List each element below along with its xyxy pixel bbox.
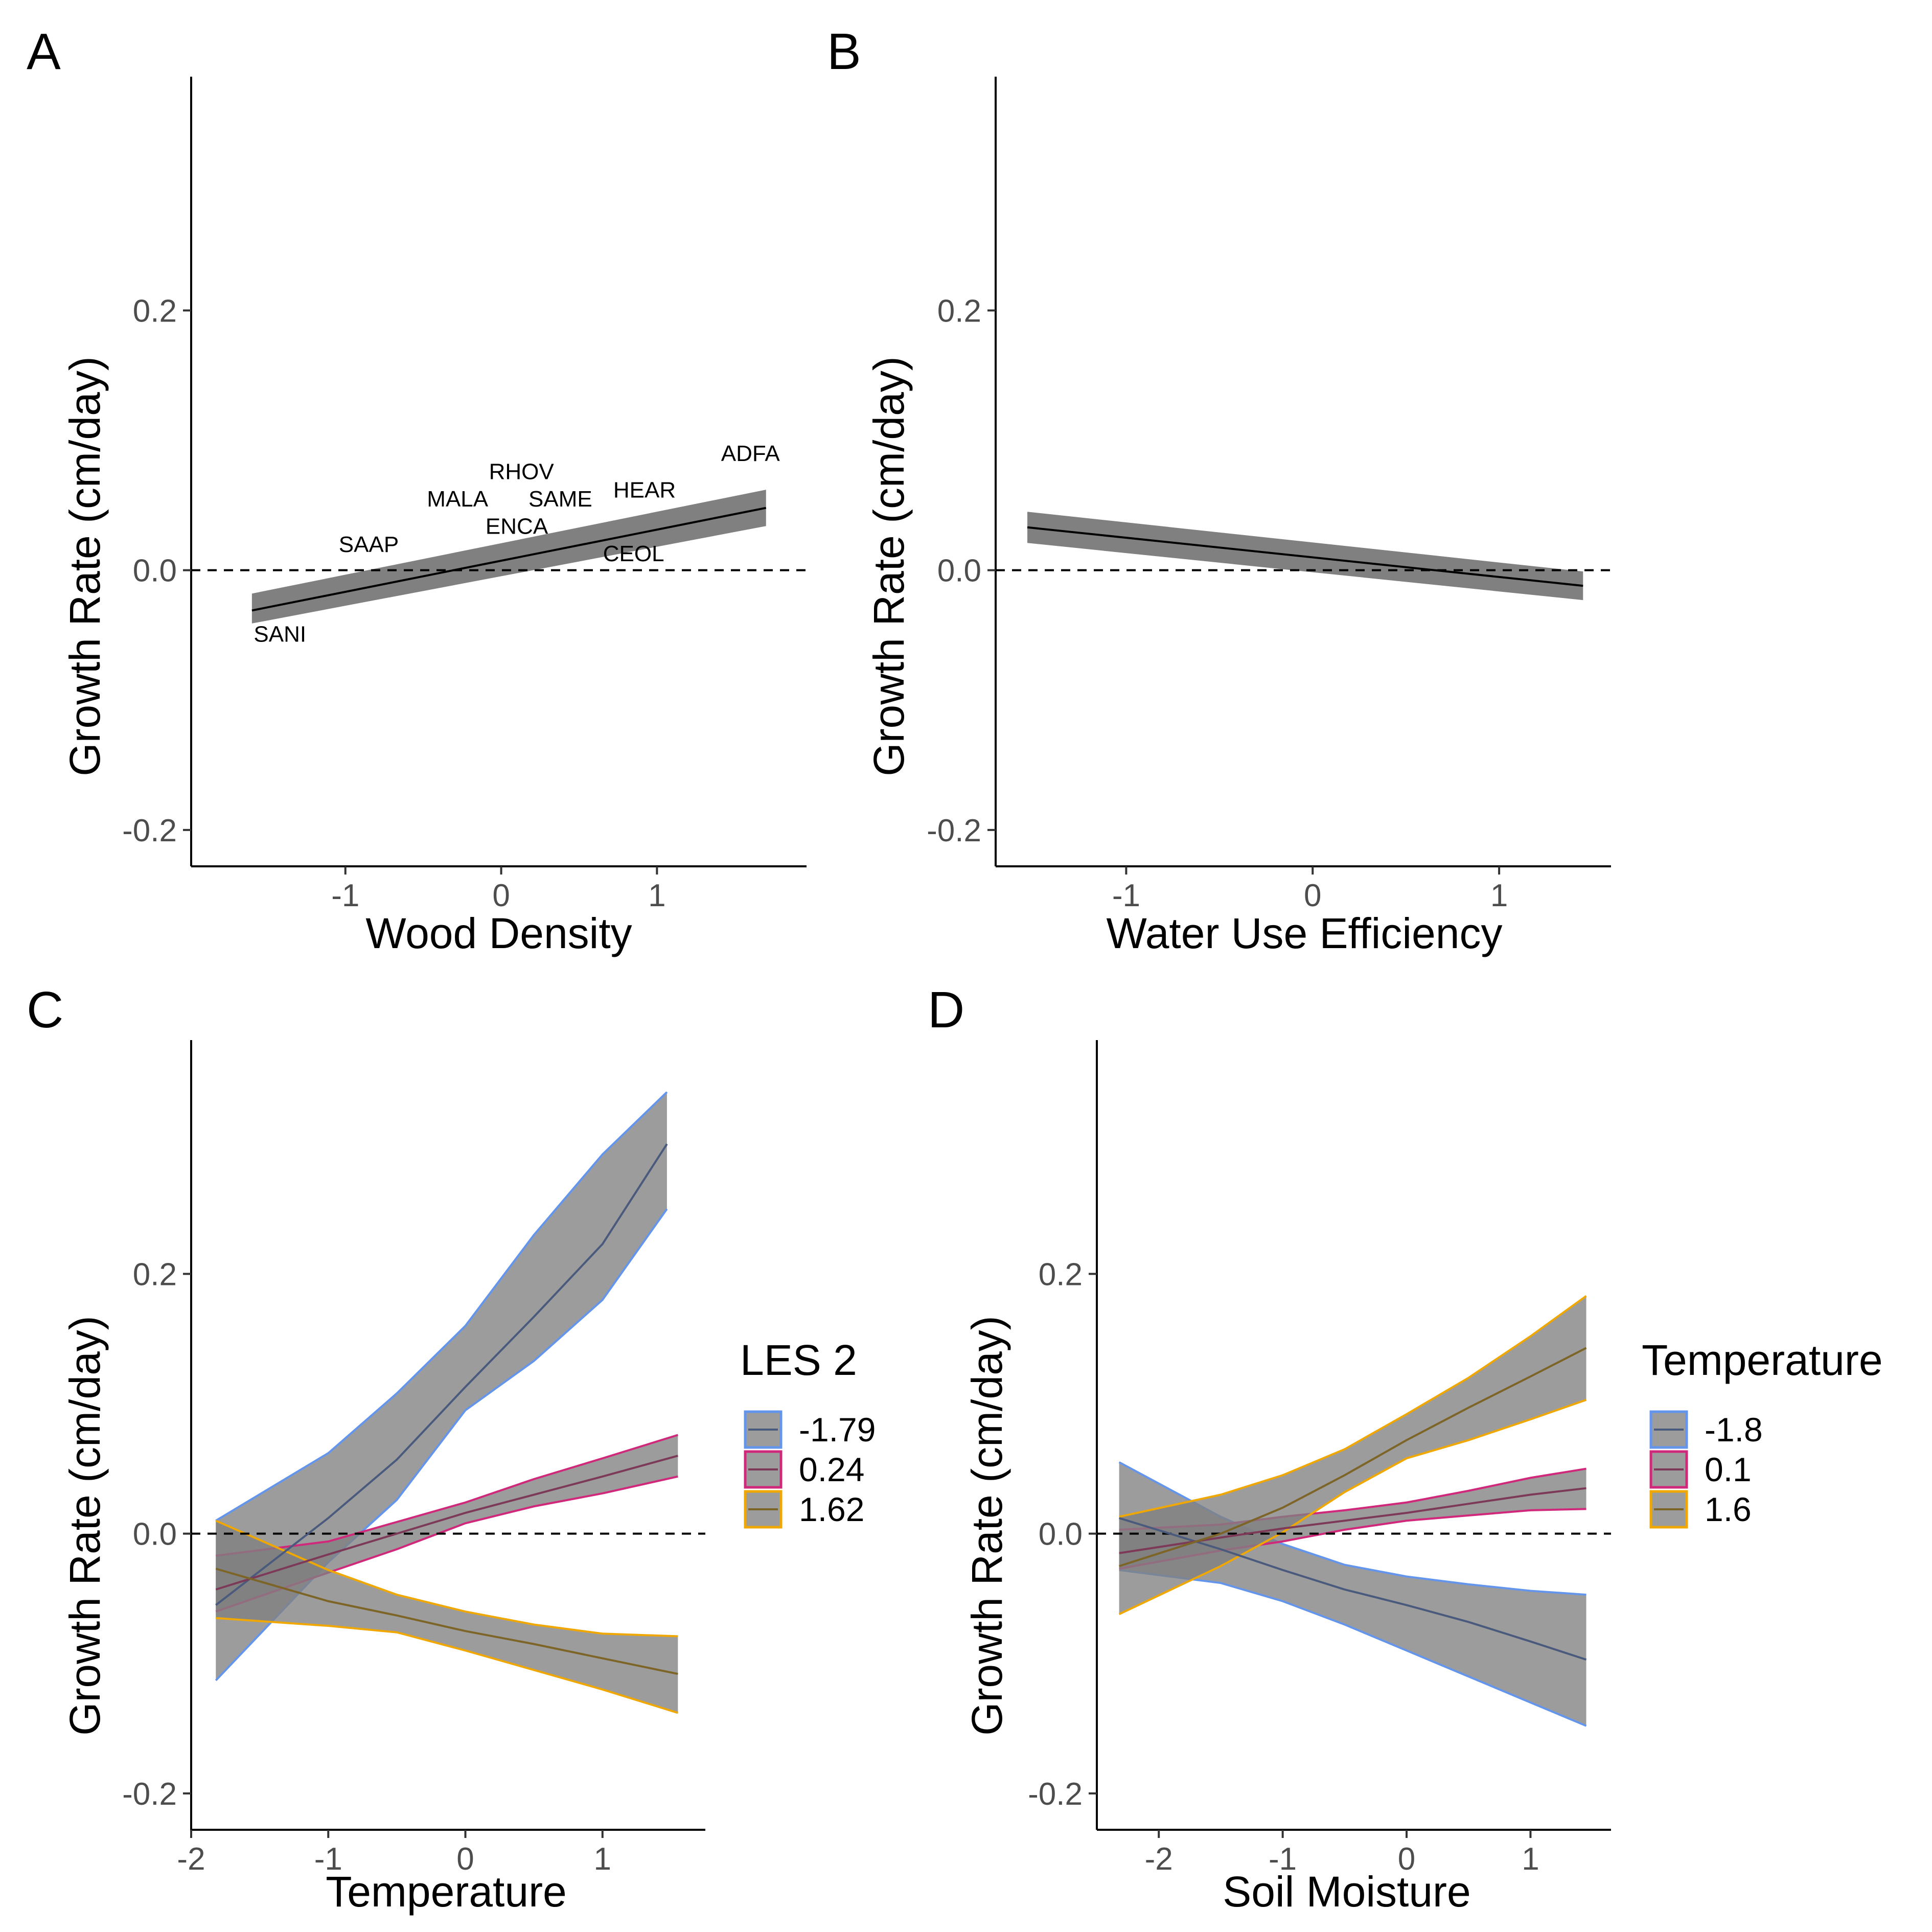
panel-letter-d: D bbox=[928, 981, 964, 1039]
ribbon-layer bbox=[1118, 1295, 1587, 1727]
legend-les2: LES 2 -1.790.241.62 bbox=[740, 1336, 876, 1529]
fit-line--1.79 bbox=[215, 1143, 668, 1606]
y-axis-title: Growth Rate (cm/day) bbox=[865, 356, 913, 776]
x-tick-label: 1 bbox=[648, 878, 665, 913]
ribbon-upper-edge-0.24 bbox=[216, 1434, 678, 1557]
y-tick-label: 0.2 bbox=[1039, 1257, 1083, 1292]
fit-line-1.62 bbox=[215, 1568, 678, 1675]
panel-c-temperature: C -2 -1 0 1 -0.2 0.0 0.2 Temperature Growth Ra… bbox=[27, 981, 876, 1916]
legend-temperature: Temperature -1.80.11.6 bbox=[1642, 1336, 1883, 1529]
axes-layer: -1 0 1 -0.2 0.0 0.2 bbox=[122, 77, 807, 913]
fit-line-0.1 bbox=[1119, 1487, 1586, 1554]
fit-line-layer bbox=[1027, 526, 1583, 587]
y-axis-title: Growth Rate (cm/day) bbox=[61, 1316, 109, 1736]
y-tick-label: 0.0 bbox=[937, 554, 981, 589]
species-label: RHOV bbox=[489, 459, 555, 485]
species-label: SANI bbox=[254, 622, 306, 647]
fit-line-layer bbox=[1119, 1347, 1587, 1661]
ribbon-upper-edge-1.6 bbox=[1119, 1295, 1587, 1518]
x-axis-title: Temperature bbox=[326, 1868, 567, 1916]
ribbon-upper-edge-1.62 bbox=[215, 1520, 678, 1638]
x-axis-title: Wood Density bbox=[365, 909, 632, 957]
fit-line-0.24 bbox=[215, 1455, 678, 1591]
y-tick-label: -0.2 bbox=[927, 813, 981, 848]
legend-label-0.1: 0.1 bbox=[1705, 1451, 1752, 1488]
fit-line-1.6 bbox=[1119, 1347, 1587, 1568]
ribbon-upper-edge--1.79 bbox=[215, 1091, 668, 1522]
legend-label--1.8: -1.8 bbox=[1705, 1411, 1763, 1448]
y-tick-label: 0.2 bbox=[133, 293, 177, 329]
y-tick-label: -0.2 bbox=[1028, 1777, 1083, 1812]
fit-line-layer bbox=[215, 1143, 678, 1675]
x-tick-label: 1 bbox=[594, 1842, 611, 1877]
x-axis-title: Soil Moisture bbox=[1223, 1868, 1471, 1916]
species-label: SAAP bbox=[339, 532, 399, 557]
x-tick-label: -1 bbox=[314, 1842, 342, 1877]
x-tick-label: -2 bbox=[177, 1842, 205, 1877]
x-tick-label: 1 bbox=[1490, 878, 1508, 913]
fit-line--1.8 bbox=[1119, 1517, 1587, 1661]
legend-label-0.24: 0.24 bbox=[799, 1451, 864, 1488]
ribbon-fit bbox=[251, 490, 766, 624]
fit-line-fit bbox=[251, 507, 767, 612]
species-label: SAME bbox=[528, 487, 592, 512]
panel-b-water-use-efficiency: B -1 0 1 -0.2 0.0 0.2 Water Use Efficiency Gr… bbox=[827, 23, 1611, 957]
y-tick-label: 0.0 bbox=[133, 1517, 177, 1552]
y-tick-label: 0.0 bbox=[133, 554, 177, 589]
x-tick-label: 0 bbox=[1304, 878, 1321, 913]
ribbon-lower-edge--1.8 bbox=[1119, 1569, 1587, 1727]
x-tick-label: -1 bbox=[1269, 1842, 1297, 1877]
species-label: ADFA bbox=[721, 441, 780, 466]
panel-letter-a: A bbox=[27, 23, 61, 80]
panel-d-soil-moisture: D -2 -1 0 1 -0.2 0.0 0.2 Soil Moisture Growth … bbox=[928, 981, 1883, 1916]
panel-letter-b: B bbox=[827, 23, 861, 80]
x-tick-label: 0 bbox=[1398, 1842, 1415, 1877]
x-tick-label: -2 bbox=[1145, 1842, 1173, 1877]
x-axis-title: Water Use Efficiency bbox=[1107, 909, 1503, 957]
ribbon-lower-edge-1.6 bbox=[1118, 1399, 1587, 1615]
legend-label-1.6: 1.6 bbox=[1705, 1490, 1752, 1528]
x-tick-label: 0 bbox=[456, 1842, 474, 1877]
y-tick-label: -0.2 bbox=[122, 813, 177, 848]
panel-letter-c: C bbox=[27, 981, 63, 1039]
legend-label--1.79: -1.79 bbox=[799, 1411, 876, 1448]
axes-layer: -2 -1 0 1 -0.2 0.0 0.2 bbox=[1028, 1040, 1611, 1877]
species-label: HEAR bbox=[613, 477, 676, 502]
y-tick-label: 0.2 bbox=[937, 293, 981, 329]
y-tick-label: -0.2 bbox=[122, 1777, 177, 1812]
fit-line-fit bbox=[1027, 526, 1583, 587]
ribbon-layer bbox=[215, 1091, 678, 1714]
y-tick-label: 0.2 bbox=[133, 1257, 177, 1292]
x-tick-label: -1 bbox=[331, 878, 359, 913]
legend-title: LES 2 bbox=[740, 1336, 857, 1384]
x-tick-label: 0 bbox=[492, 878, 510, 913]
ribbon-lower-edge-1.62 bbox=[216, 1617, 678, 1714]
legend-title: Temperature bbox=[1642, 1336, 1883, 1384]
axes-layer: -1 0 1 -0.2 0.0 0.2 bbox=[927, 77, 1611, 913]
y-tick-label: 0.0 bbox=[1039, 1517, 1083, 1552]
species-label: CEOL bbox=[603, 541, 664, 566]
legend-label-1.62: 1.62 bbox=[799, 1490, 864, 1528]
y-axis-title: Growth Rate (cm/day) bbox=[61, 356, 109, 776]
x-tick-label: -1 bbox=[1112, 878, 1140, 913]
ribbon-1.62 bbox=[216, 1521, 678, 1713]
y-axis-title: Growth Rate (cm/day) bbox=[963, 1316, 1011, 1736]
species-label: MALA bbox=[427, 487, 488, 512]
axes-layer: -2 -1 0 1 -0.2 0.0 0.2 bbox=[122, 1040, 705, 1877]
species-label: ENCA bbox=[486, 514, 548, 539]
ribbon-layer bbox=[251, 490, 766, 624]
fit-line-layer bbox=[251, 507, 767, 612]
x-tick-label: 1 bbox=[1522, 1842, 1539, 1877]
ribbon-0.24 bbox=[216, 1435, 678, 1612]
